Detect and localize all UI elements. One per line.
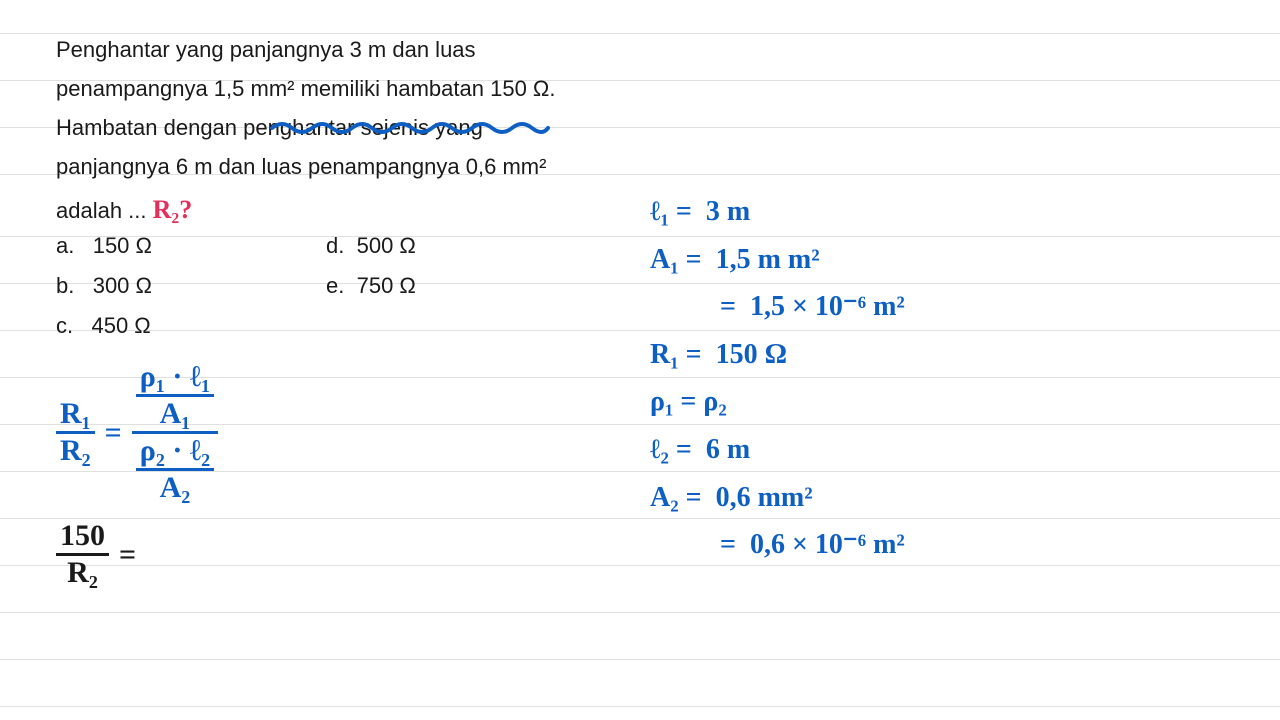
question-line3-pre: Hambatan dengan bbox=[56, 115, 243, 140]
question-line1: Penghantar yang panjangnya 3 m dan luas bbox=[56, 37, 476, 62]
option-d: d. 500 Ω bbox=[326, 233, 416, 273]
given-a2: A₂ = 0,6 mm² bbox=[650, 474, 905, 522]
working-steps: R₁ R₂ = ρ₁ · ℓ₁ A₁ ρ₂ · ℓ₂ A₂ bbox=[56, 360, 218, 590]
given-l1: ℓ₁ = 3 m bbox=[650, 188, 905, 236]
given-a1-si: = 1,5 × 10⁻⁶ m² bbox=[720, 283, 905, 331]
question-line2: penampangnya 1,5 mm² memiliki hambatan 1… bbox=[56, 76, 555, 101]
lhs-fraction: R₁ R₂ bbox=[56, 397, 95, 468]
substituted-equation: 150 R₂ = bbox=[56, 519, 218, 590]
options-list: a. 150 Ω d. 500 Ω b. 300 Ω e. 750 Ω c. 4… bbox=[56, 233, 416, 353]
question-line4: panjangnya 6 m dan luas penampangnya 0,6… bbox=[56, 154, 546, 179]
wiggle-underline bbox=[270, 118, 550, 138]
given-a2-si: = 0,6 × 10⁻⁶ m² bbox=[720, 521, 905, 569]
given-values: ℓ₁ = 3 m A₁ = 1,5 m m² = 1,5 × 10⁻⁶ m² R… bbox=[650, 188, 905, 569]
option-b: b. 300 Ω bbox=[56, 273, 326, 313]
rhs-big-fraction: ρ₁ · ℓ₁ A₁ ρ₂ · ℓ₂ A₂ bbox=[132, 360, 218, 505]
given-r1: R₁ = 150 Ω bbox=[650, 331, 905, 379]
option-e: e. 750 Ω bbox=[326, 273, 416, 313]
question-line5-pre: adalah ... bbox=[56, 198, 153, 223]
rho1-over-a1: ρ₁ · ℓ₁ A₁ bbox=[136, 360, 214, 431]
r2-annotation: R₂? bbox=[153, 195, 193, 224]
given-l2: ℓ₂ = 6 m bbox=[650, 426, 905, 474]
lhs-150-over-r2: 150 R₂ bbox=[56, 519, 109, 590]
given-a1: A₁ = 1,5 m m² bbox=[650, 236, 905, 284]
option-c: c. 450 Ω bbox=[56, 313, 326, 353]
option-a: a. 150 Ω bbox=[56, 233, 326, 273]
given-rho: ρ₁ = ρ₂ bbox=[650, 378, 905, 426]
ratio-equation: R₁ R₂ = ρ₁ · ℓ₁ A₁ ρ₂ · ℓ₂ A₂ bbox=[56, 360, 218, 505]
rho2-over-a2: ρ₂ · ℓ₂ A₂ bbox=[136, 434, 214, 505]
